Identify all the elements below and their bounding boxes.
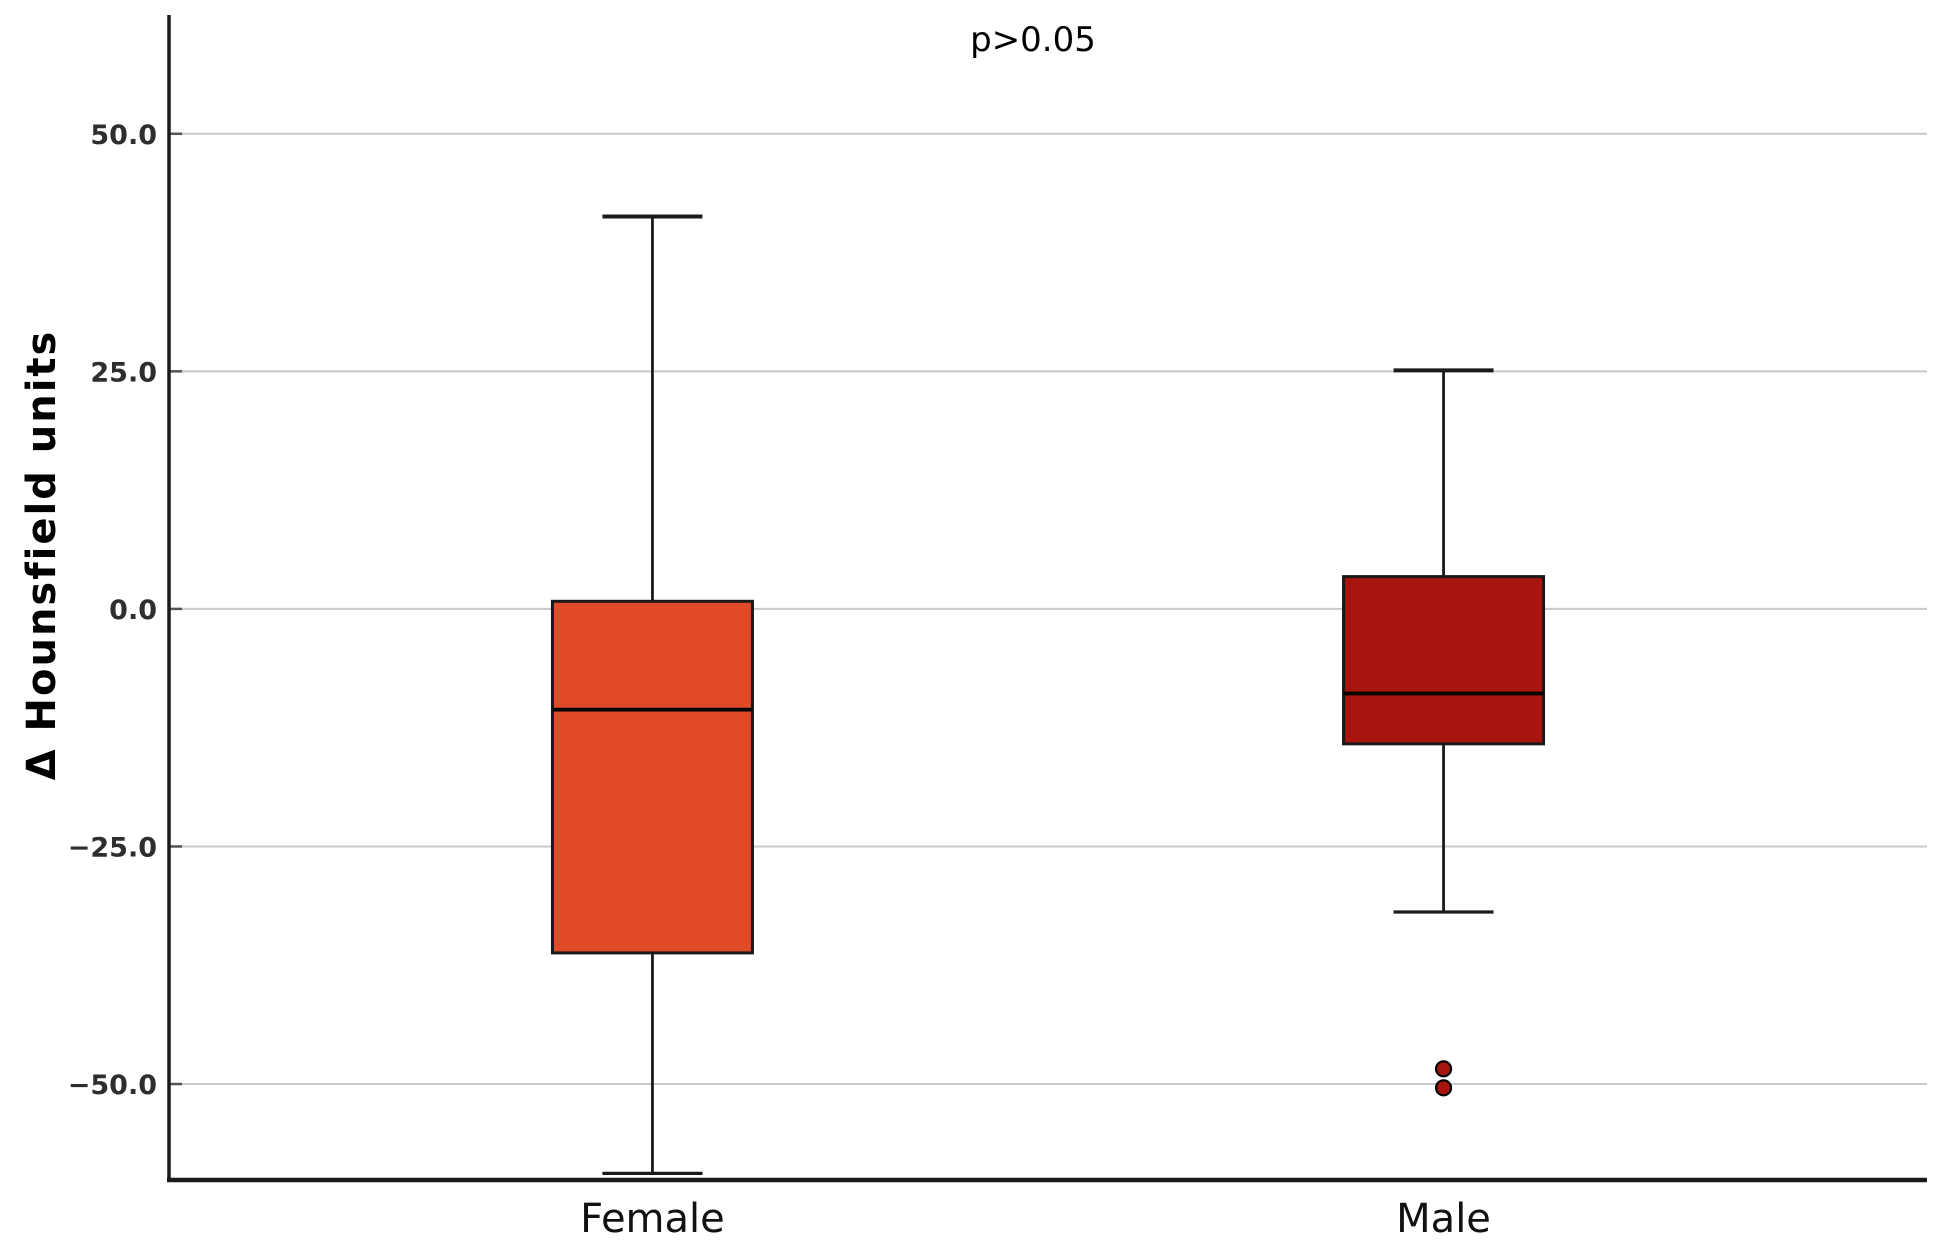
outlier-dot-male xyxy=(1434,1079,1453,1097)
box-male xyxy=(1342,575,1546,746)
y-tick-label: 50.0 xyxy=(90,120,157,151)
y-tick-label: −50.0 xyxy=(68,1070,157,1101)
y-tick-label: 25.0 xyxy=(90,357,157,388)
y-tick-label: −25.0 xyxy=(68,832,157,863)
p-value-annotation: p>0.05 xyxy=(970,20,1096,60)
x-category-label-male: Male xyxy=(1396,1196,1491,1242)
x-category-label-female: Female xyxy=(580,1196,725,1242)
y-tick-label: 0.0 xyxy=(109,595,157,626)
outlier-dot-male xyxy=(1434,1060,1453,1078)
y-axis-title: Δ Hounsfield units xyxy=(19,329,65,781)
box-female xyxy=(550,599,754,955)
